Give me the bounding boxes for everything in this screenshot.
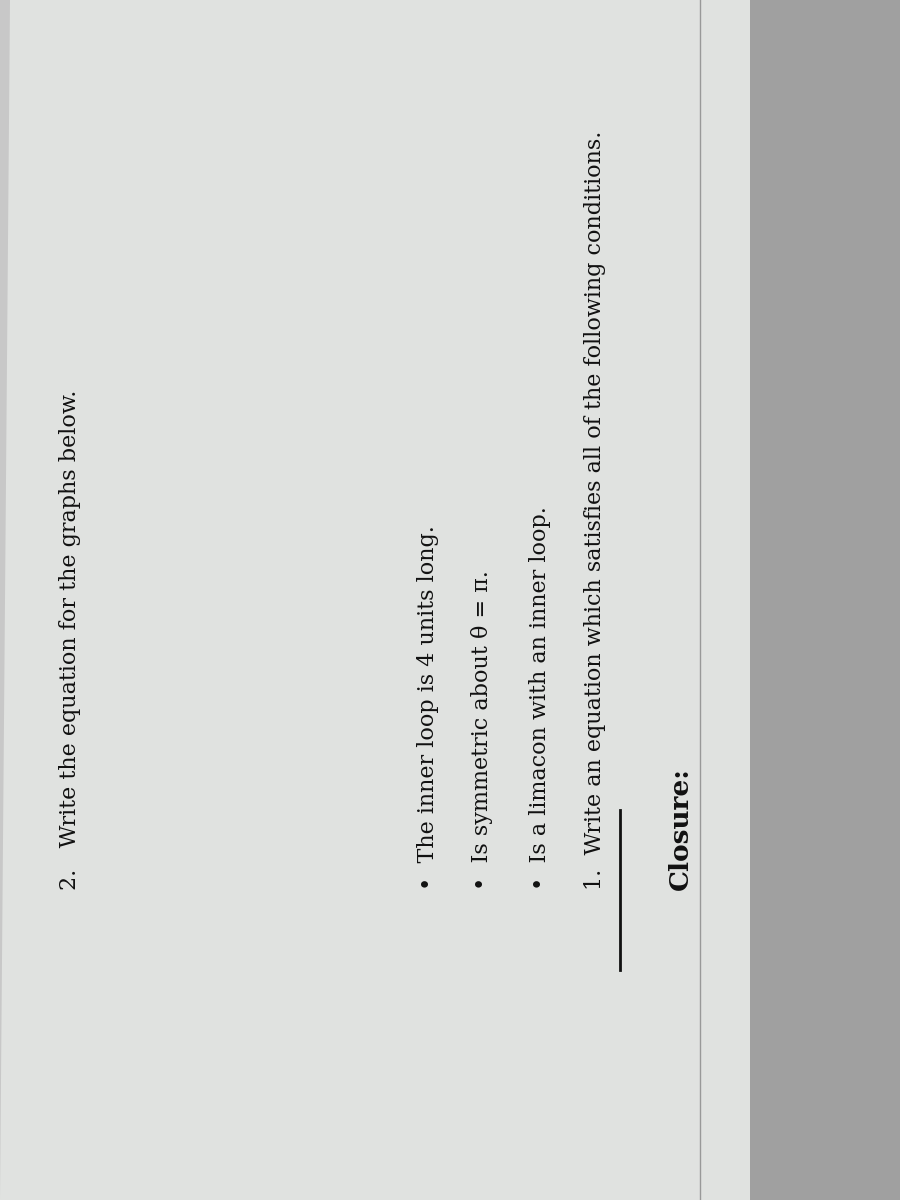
Text: 2.   Write the equation for the graphs below.: 2. Write the equation for the graphs bel… xyxy=(59,390,81,890)
Text: •  Is symmetric about θ = π.: • Is symmetric about θ = π. xyxy=(471,570,493,890)
Text: •  Is a limacon with an inner loop.: • Is a limacon with an inner loop. xyxy=(529,506,551,890)
Text: •  The inner loop is 4 units long.: • The inner loop is 4 units long. xyxy=(417,526,439,890)
Text: 1.  Write an equation which satisfies all of the following conditions.: 1. Write an equation which satisfies all… xyxy=(584,131,606,890)
Text: Closure:: Closure: xyxy=(668,767,692,890)
Polygon shape xyxy=(0,0,760,1200)
Polygon shape xyxy=(750,0,900,1200)
